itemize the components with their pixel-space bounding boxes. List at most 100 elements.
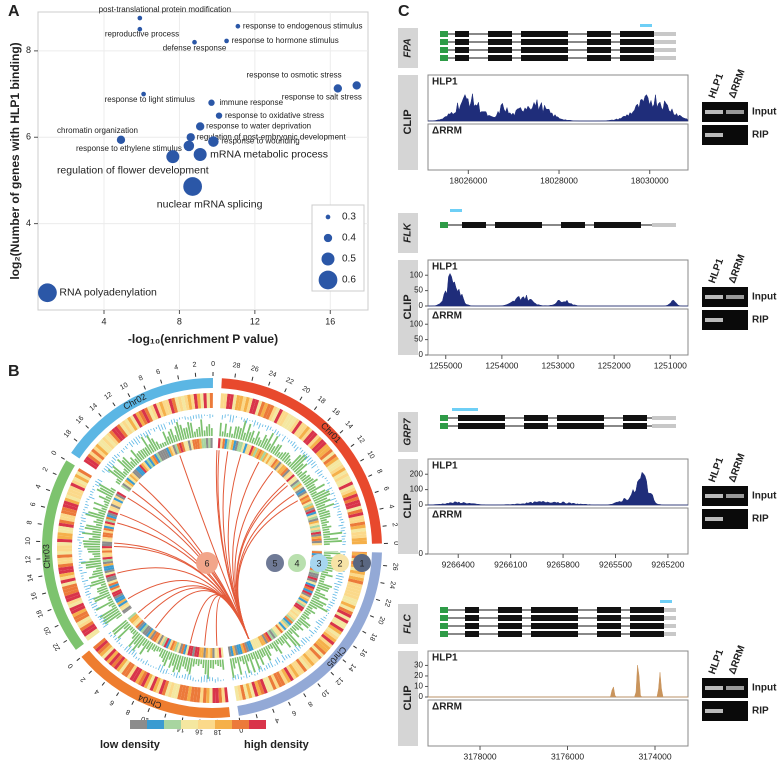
- inner-cell: [187, 440, 192, 451]
- inner-cell: [132, 470, 141, 480]
- x-tick-label: 1255000: [429, 360, 462, 370]
- density-swatch: [130, 720, 147, 729]
- bar-cell: [243, 655, 251, 674]
- density-cell: [143, 673, 153, 689]
- inner-cell: [310, 531, 322, 535]
- line-track: [103, 623, 109, 628]
- bar-cell: [158, 647, 162, 653]
- bar-cell: [255, 437, 261, 446]
- inner-cell: [279, 620, 289, 629]
- gel-band: [705, 295, 723, 299]
- line-track: [243, 418, 245, 422]
- y-tick-label: 0: [419, 350, 424, 359]
- bar-cell: [123, 623, 131, 630]
- bar-cell: [136, 452, 143, 461]
- density-cell: [64, 497, 80, 506]
- bar-cell: [315, 498, 331, 507]
- density-swatch: [147, 720, 164, 729]
- bar-cell: [113, 621, 129, 636]
- y-tick-label: 0: [419, 500, 424, 509]
- exon: [455, 55, 469, 61]
- density-cell: [95, 639, 109, 653]
- x-tick-label: 18030000: [631, 175, 669, 185]
- chromosome-tick-label: 14: [343, 420, 353, 431]
- bar-cell: [237, 427, 243, 440]
- density-cell: [350, 524, 366, 530]
- chromosome-tick-label: 6: [30, 502, 38, 508]
- bar-cell: [323, 543, 330, 546]
- line-track: [320, 617, 325, 622]
- bar-cell: [322, 525, 332, 529]
- point: [137, 26, 143, 32]
- line-track: [147, 429, 151, 435]
- inner-cell: [298, 492, 309, 500]
- line-track: [338, 524, 344, 527]
- inner-cell: [102, 534, 113, 538]
- bar-cell: [98, 511, 106, 516]
- x-tick-label: 3174000: [638, 751, 671, 761]
- inner-cell: [151, 454, 159, 465]
- bar-cell: [167, 431, 174, 444]
- inner-cell: [217, 438, 221, 449]
- inner-cell: [289, 609, 300, 618]
- point: [186, 133, 195, 142]
- density-cell: [340, 487, 356, 496]
- inner-cell: [268, 629, 276, 639]
- inner-cell: [284, 472, 294, 481]
- line-track: [97, 478, 103, 483]
- utr: [440, 222, 448, 228]
- x-tick-label: 3178000: [463, 751, 496, 761]
- chromosome-tick-label: 4: [35, 484, 43, 490]
- point: [137, 15, 143, 21]
- inner-cell: [271, 626, 280, 637]
- line-track: [84, 503, 89, 506]
- line-track: [147, 663, 150, 666]
- chromosome-tick: [54, 624, 59, 628]
- density-cell: [212, 687, 216, 703]
- bar-cell: [300, 615, 307, 621]
- bar-cell: [257, 439, 262, 447]
- inner-cell: [110, 587, 121, 594]
- inner-cell: [178, 442, 184, 453]
- line-track: [132, 652, 137, 658]
- y-tick-label: 200: [410, 469, 424, 478]
- density-cell: [276, 410, 286, 425]
- inner-cell: [137, 465, 146, 475]
- inner-cell: [259, 635, 267, 645]
- density-cell: [215, 687, 220, 703]
- point-label: response to ethylene stimulus: [76, 144, 182, 153]
- bar-cell: [130, 628, 136, 634]
- density-cell: [351, 537, 367, 542]
- density-cell: [174, 396, 181, 413]
- inner-cell: [102, 556, 113, 560]
- y-tick-label: 8: [26, 45, 31, 55]
- gel-row: Input: [752, 683, 777, 694]
- exon: [620, 31, 654, 37]
- bar-cell: [89, 580, 106, 587]
- exon: [554, 31, 568, 37]
- density-cell: [61, 580, 77, 587]
- inner-cell: [114, 594, 125, 602]
- track-name: HLP1: [432, 461, 458, 472]
- x-tick-label: 8: [177, 316, 182, 326]
- inner-cell: [276, 464, 286, 474]
- line-track: [303, 453, 308, 458]
- exon: [557, 423, 591, 429]
- bar-cell: [221, 659, 225, 670]
- density-cell: [116, 658, 128, 672]
- inner-cell: [300, 496, 311, 504]
- density-cell: [304, 650, 318, 665]
- bar-cell: [99, 606, 118, 619]
- line-track: [80, 575, 84, 577]
- chromosome-tick: [143, 385, 146, 390]
- exon: [521, 39, 555, 45]
- density-cell: [59, 519, 75, 526]
- density-cell: [231, 394, 238, 410]
- density-cell: [158, 679, 167, 695]
- inner-cell: [264, 631, 273, 642]
- line-track: [102, 621, 107, 625]
- chromosome-tick-label: 14: [346, 662, 356, 673]
- inner-cell: [219, 438, 223, 449]
- bar-cell: [249, 430, 255, 443]
- bar-cell: [179, 424, 185, 440]
